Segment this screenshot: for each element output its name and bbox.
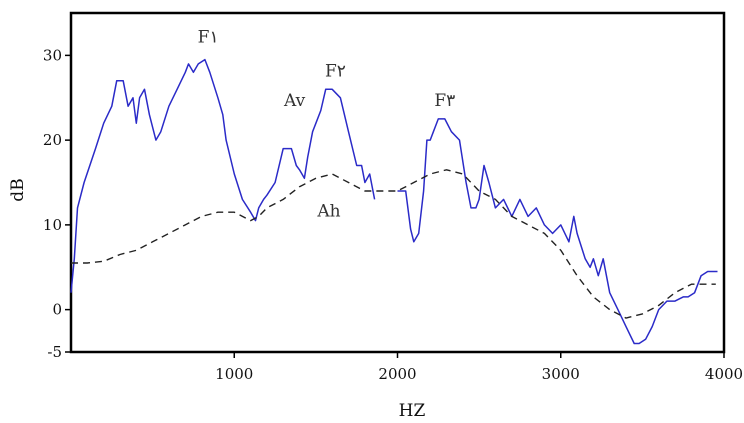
- y-tick-label: 0: [52, 301, 62, 319]
- annotation-label: F٣: [434, 91, 455, 111]
- x-tick-label: 4000: [705, 365, 743, 383]
- x-tick-label: 2000: [378, 365, 416, 383]
- y-tick-label: 10: [43, 216, 62, 234]
- y-tick-label: 20: [43, 131, 62, 149]
- annotation-label: F١: [198, 28, 219, 48]
- y-axis-title: dB: [8, 178, 28, 201]
- plot-frame: [69, 11, 726, 354]
- annotation-label: Av: [283, 91, 306, 111]
- y-tick-label: 30: [43, 46, 62, 64]
- solid-series-line: [397, 118, 718, 345]
- x-axis: 1000 2000 3000 4000: [215, 352, 743, 383]
- y-axis: -5 0 10 20 30: [43, 46, 71, 361]
- x-tick-label: 3000: [542, 365, 580, 383]
- y-tick-label: -5: [47, 343, 62, 361]
- x-axis-title: HZ: [399, 401, 426, 421]
- series-layer: [70, 58, 718, 345]
- dashed-series-line: [71, 169, 716, 319]
- annotation-label: Ah: [316, 201, 340, 221]
- annotation-layer: F١ F٢ F٣ Av Ah: [198, 28, 456, 222]
- solid-series-line: [70, 58, 376, 293]
- annotation-label: F٢: [325, 62, 346, 82]
- x-tick-label: 1000: [215, 365, 253, 383]
